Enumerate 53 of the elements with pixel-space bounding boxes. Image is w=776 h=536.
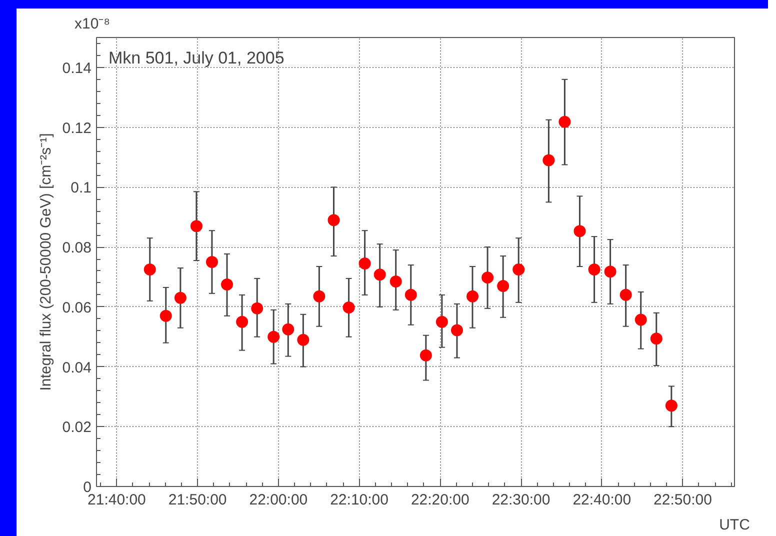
point	[558, 116, 571, 128]
point	[450, 324, 463, 336]
point	[297, 334, 310, 346]
point	[236, 316, 248, 328]
point	[512, 263, 525, 276]
point	[328, 214, 340, 226]
x-tick-label: 21:40:00	[88, 492, 146, 508]
y-tick-label: 0.08	[62, 240, 92, 257]
point	[482, 272, 494, 284]
point	[206, 256, 218, 268]
text: x10⁻⁸	[74, 16, 110, 32]
x-tick-label: 22:50:00	[654, 492, 712, 508]
point	[634, 314, 647, 326]
y-tick-label: 0.12	[62, 120, 92, 137]
point	[588, 263, 600, 276]
point	[665, 400, 678, 412]
point	[174, 292, 186, 304]
y-tick-label: 0.04	[62, 359, 92, 376]
y-tick-label: 0.06	[62, 299, 92, 316]
x-tick-label: 22:30:00	[492, 492, 550, 508]
y-tick-label: 0.14	[62, 60, 92, 77]
point	[251, 302, 264, 314]
point	[190, 220, 202, 232]
x-tick-label: 22:40:00	[572, 492, 632, 508]
point	[342, 302, 355, 314]
x-tick-label: 22:20:00	[410, 492, 470, 508]
point	[436, 316, 448, 328]
text: Mkn 501, July 01, 2005	[108, 48, 284, 68]
point	[574, 225, 586, 238]
point	[497, 280, 510, 292]
x-tick-label: 21:50:00	[168, 492, 227, 508]
point	[542, 154, 555, 166]
point	[144, 263, 156, 276]
point	[620, 288, 632, 301]
y-axis-title: Integral flux (200-50000 GeV) [cm⁻²s⁻¹]	[37, 133, 54, 391]
x-tick-label: 22:10:00	[330, 492, 388, 508]
point	[390, 275, 402, 288]
point	[221, 278, 234, 290]
point	[604, 266, 616, 278]
point	[374, 268, 386, 281]
point	[282, 323, 294, 336]
point	[160, 310, 172, 322]
y-tick-label: 0.02	[62, 419, 92, 436]
point	[358, 258, 371, 270]
point	[650, 332, 662, 345]
point	[268, 330, 280, 343]
point	[466, 290, 479, 302]
point	[313, 290, 326, 302]
x-tick-label: 22:00:00	[249, 492, 308, 508]
y-tick-label: 0.1	[70, 180, 92, 197]
x-axis-title: UTC	[719, 516, 750, 534]
point	[404, 288, 417, 301]
point	[420, 349, 432, 362]
